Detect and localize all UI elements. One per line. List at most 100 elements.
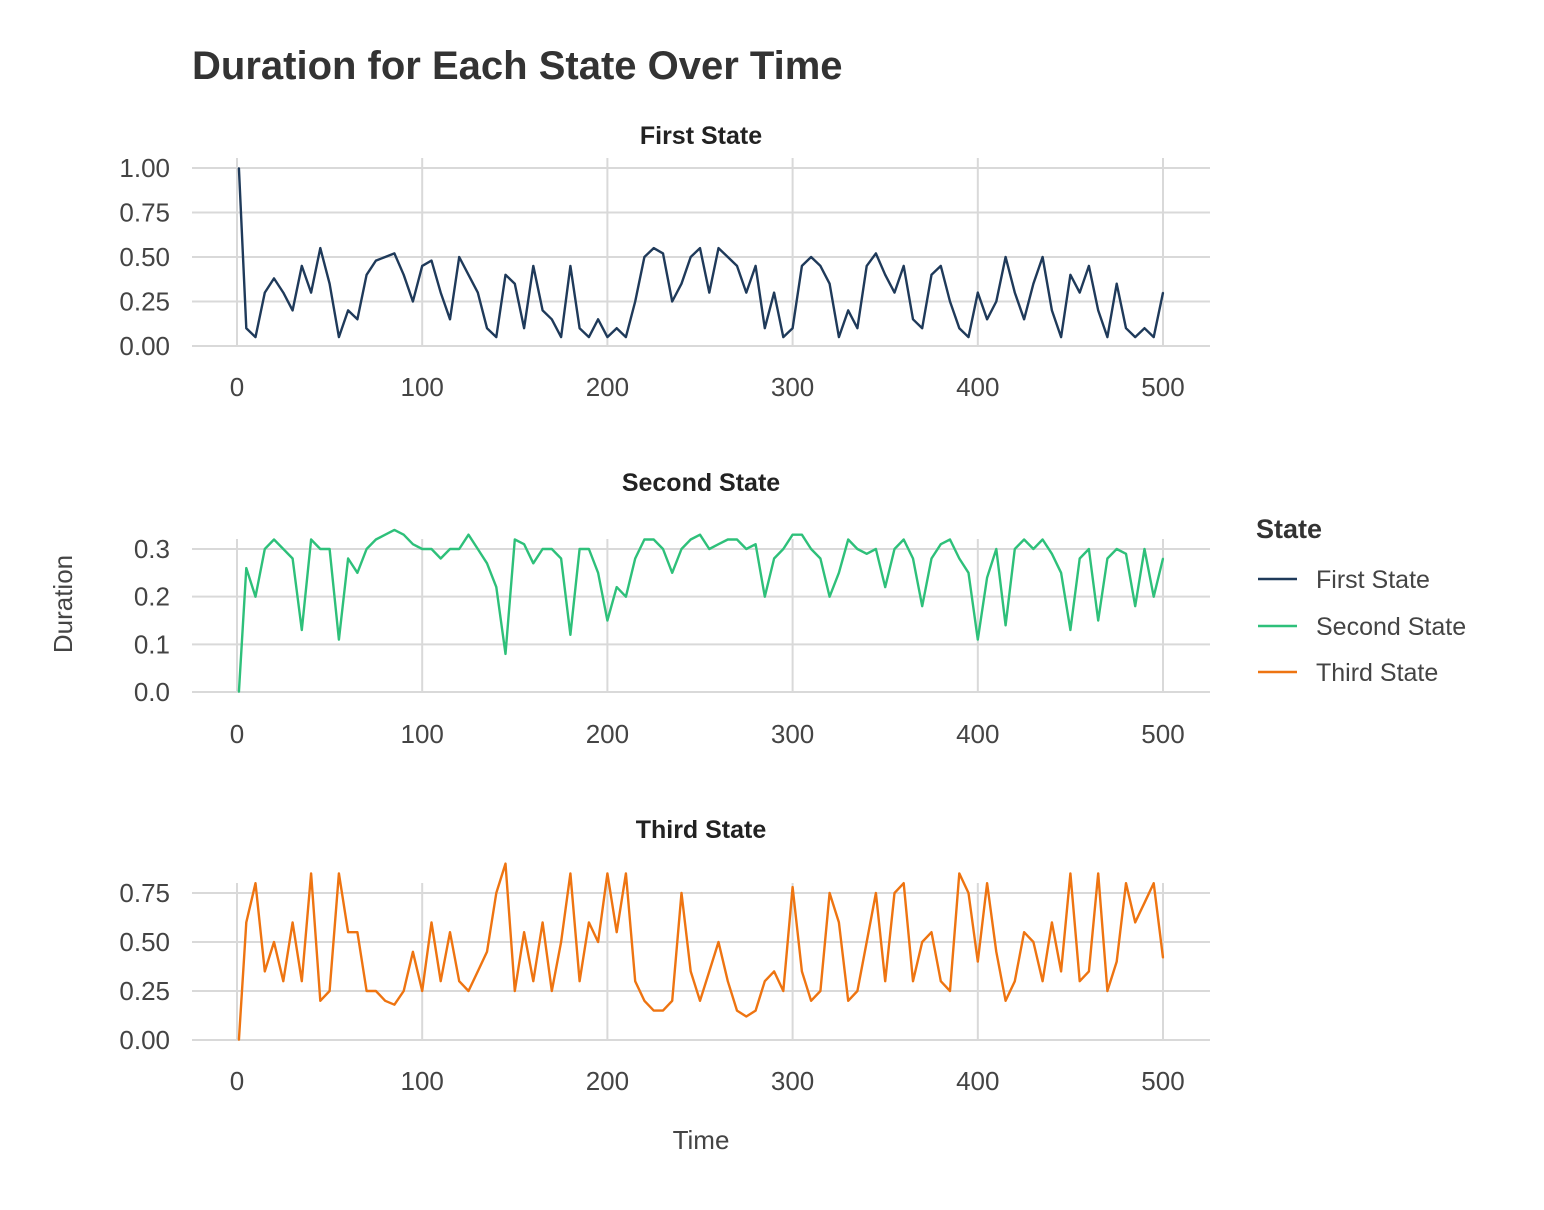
data-point [402, 533, 405, 536]
data-point [745, 548, 748, 550]
data-point [773, 970, 775, 973]
y-tick-label: 0.25 [119, 976, 170, 1006]
data-point [1069, 629, 1072, 631]
data-point [569, 872, 572, 875]
data-point [578, 980, 581, 983]
data-point [995, 300, 998, 303]
data-point [310, 872, 312, 875]
data-point [1069, 273, 1072, 276]
data-point [625, 595, 627, 598]
data-point [310, 538, 312, 541]
data-point [689, 970, 692, 973]
data-point [365, 990, 368, 992]
x-tick-label: 500 [1141, 1066, 1184, 1096]
data-point [717, 543, 720, 546]
data-point [1125, 552, 1127, 555]
data-point [1152, 882, 1155, 885]
data-point [810, 256, 812, 258]
data-point [1004, 999, 1007, 1002]
data-point [828, 282, 831, 285]
data-point [319, 247, 322, 250]
data-point [652, 247, 655, 250]
data-point [449, 931, 451, 934]
data-point [615, 931, 618, 934]
data-point [967, 892, 970, 894]
data-point [347, 309, 349, 312]
facet-title: First State [640, 122, 762, 150]
data-point [939, 980, 942, 983]
x-tick-label: 400 [956, 372, 999, 402]
data-point [949, 300, 951, 303]
x-tick-label: 300 [771, 1066, 814, 1096]
data-point [838, 336, 840, 338]
data-point [1051, 552, 1053, 555]
data-point [495, 336, 498, 338]
data-point [958, 327, 961, 330]
data-point [671, 999, 674, 1002]
data-point [875, 548, 877, 550]
data-point [467, 990, 470, 992]
legend-label: Third State [1316, 659, 1438, 687]
data-point [606, 619, 609, 622]
data-point [375, 259, 377, 262]
data-point [476, 291, 479, 294]
data-point [754, 1009, 757, 1012]
data-point [541, 548, 544, 550]
data-point [1143, 327, 1146, 330]
y-tick-label: 0.50 [119, 927, 170, 957]
data-point [828, 892, 831, 894]
data-point [856, 990, 859, 992]
data-point [986, 318, 988, 321]
data-point [1152, 336, 1155, 338]
data-point [550, 548, 553, 550]
data-point [291, 557, 294, 560]
data-point [662, 1009, 664, 1012]
data-point [486, 950, 488, 953]
data-point [356, 931, 359, 934]
data-point [680, 548, 683, 550]
data-point [1060, 970, 1062, 973]
data-point [402, 273, 405, 276]
data-point [328, 990, 331, 992]
data-point [763, 980, 766, 983]
legend-entry: Third State [1258, 659, 1438, 687]
data-point [588, 336, 590, 338]
data-point [875, 892, 877, 894]
data-point [1078, 291, 1081, 294]
data-point [328, 282, 331, 285]
data-point [393, 252, 396, 255]
data-point [1078, 980, 1081, 983]
x-axis-label: Time [673, 1125, 730, 1155]
data-point [893, 548, 896, 550]
data-point [430, 548, 433, 550]
data-point [838, 571, 840, 574]
data-point [921, 605, 924, 608]
data-point [995, 548, 998, 550]
data-point [300, 265, 303, 267]
data-point [550, 990, 553, 992]
data-point [282, 291, 285, 294]
data-point [421, 548, 424, 550]
data-point [689, 538, 692, 541]
data-point [412, 950, 414, 953]
data-point [532, 562, 535, 565]
legend-entry: First State [1258, 566, 1430, 594]
x-tick-label: 200 [586, 372, 629, 402]
data-point [625, 336, 627, 338]
data-point [1013, 980, 1016, 983]
data-point [912, 318, 914, 321]
data-point [1041, 256, 1044, 258]
data-point [273, 277, 275, 280]
data-point [1106, 336, 1109, 338]
data-point [893, 892, 896, 894]
data-point [643, 256, 646, 258]
data-point [967, 571, 970, 574]
data-point [310, 291, 312, 294]
series-line [237, 862, 1165, 1041]
legend-label: First State [1316, 566, 1430, 594]
data-point [393, 529, 396, 531]
y-tick-label: 1.00 [119, 153, 170, 183]
x-tick-label: 400 [956, 1066, 999, 1096]
data-point [254, 336, 257, 338]
data-point [1032, 548, 1035, 550]
